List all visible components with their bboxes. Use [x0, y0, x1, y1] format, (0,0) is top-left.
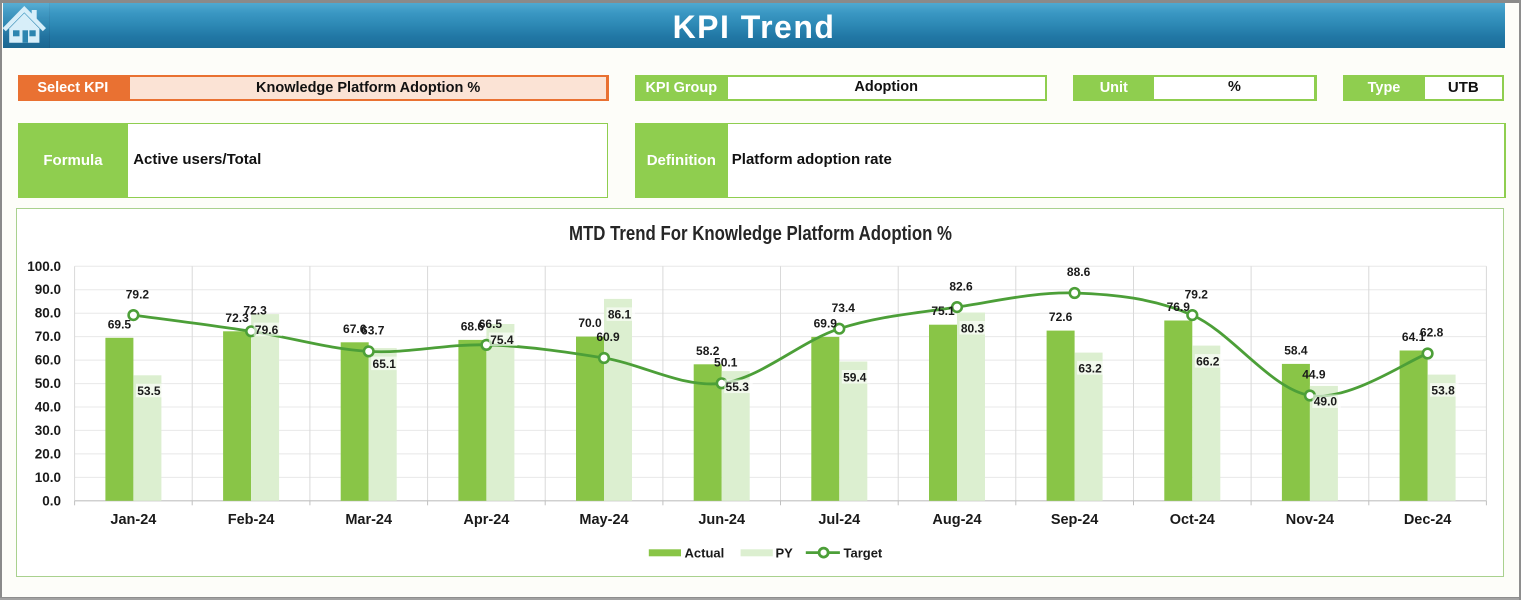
svg-text:86.1: 86.1 — [608, 308, 632, 322]
svg-text:69.5: 69.5 — [108, 317, 132, 331]
svg-text:Apr-24: Apr-24 — [463, 512, 509, 528]
svg-text:72.3: 72.3 — [225, 311, 249, 325]
svg-text:44.9: 44.9 — [1302, 368, 1326, 382]
svg-text:Mar-24: Mar-24 — [345, 512, 392, 528]
svg-text:82.6: 82.6 — [949, 279, 973, 293]
svg-text:100.0: 100.0 — [27, 259, 61, 274]
svg-text:Dec-24: Dec-24 — [1404, 512, 1452, 528]
svg-text:63.2: 63.2 — [1078, 361, 1102, 375]
svg-text:68.6: 68.6 — [461, 319, 485, 333]
svg-text:Nov-24: Nov-24 — [1286, 512, 1334, 528]
svg-text:Feb-24: Feb-24 — [228, 512, 275, 528]
svg-text:62.8: 62.8 — [1420, 326, 1444, 340]
svg-text:Jul-24: Jul-24 — [818, 512, 860, 528]
svg-text:20.0: 20.0 — [35, 446, 61, 461]
svg-text:50.1: 50.1 — [714, 356, 738, 370]
svg-text:79.2: 79.2 — [1185, 287, 1209, 301]
svg-text:65.1: 65.1 — [373, 357, 397, 371]
svg-text:Jun-24: Jun-24 — [698, 512, 745, 528]
svg-text:53.8: 53.8 — [1431, 383, 1455, 397]
svg-text:Target: Target — [844, 545, 883, 560]
svg-text:66.5: 66.5 — [479, 317, 503, 331]
svg-text:80.0: 80.0 — [35, 306, 61, 321]
svg-text:79.6: 79.6 — [255, 323, 279, 337]
svg-text:60.0: 60.0 — [35, 353, 61, 368]
svg-text:73.4: 73.4 — [832, 301, 856, 315]
svg-text:58.4: 58.4 — [1284, 343, 1308, 357]
svg-text:10.0: 10.0 — [35, 470, 61, 485]
svg-text:PY: PY — [776, 545, 794, 560]
svg-text:May-24: May-24 — [579, 512, 628, 528]
svg-text:70.0: 70.0 — [578, 316, 602, 330]
svg-text:Sep-24: Sep-24 — [1051, 512, 1099, 528]
svg-text:30.0: 30.0 — [35, 423, 61, 438]
svg-text:59.4: 59.4 — [843, 370, 867, 384]
svg-text:80.3: 80.3 — [961, 321, 985, 335]
svg-text:Jan-24: Jan-24 — [110, 512, 156, 528]
svg-text:0.0: 0.0 — [42, 493, 61, 508]
svg-text:58.2: 58.2 — [696, 344, 720, 358]
svg-text:70.0: 70.0 — [35, 329, 61, 344]
svg-text:63.7: 63.7 — [361, 324, 385, 338]
svg-text:64.1: 64.1 — [1402, 330, 1426, 344]
svg-text:69.9: 69.9 — [814, 316, 838, 330]
svg-text:Aug-24: Aug-24 — [932, 512, 981, 528]
svg-text:49.0: 49.0 — [1314, 395, 1338, 409]
svg-text:76.9: 76.9 — [1167, 300, 1191, 314]
svg-text:75.4: 75.4 — [490, 333, 514, 347]
svg-text:Actual: Actual — [685, 545, 725, 560]
svg-text:67.6: 67.6 — [343, 322, 367, 336]
svg-text:72.3: 72.3 — [243, 304, 267, 318]
svg-text:60.9: 60.9 — [596, 330, 620, 344]
svg-text:79.2: 79.2 — [126, 287, 150, 301]
svg-text:66.2: 66.2 — [1196, 354, 1220, 368]
svg-text:72.6: 72.6 — [1049, 310, 1073, 324]
svg-text:Oct-24: Oct-24 — [1170, 512, 1215, 528]
svg-text:75.1: 75.1 — [931, 304, 955, 318]
svg-text:50.0: 50.0 — [35, 376, 61, 391]
svg-text:40.0: 40.0 — [35, 400, 61, 415]
svg-text:90.0: 90.0 — [35, 282, 61, 297]
svg-text:88.6: 88.6 — [1067, 265, 1091, 279]
svg-text:55.3: 55.3 — [726, 380, 750, 394]
svg-text:53.5: 53.5 — [137, 384, 161, 398]
